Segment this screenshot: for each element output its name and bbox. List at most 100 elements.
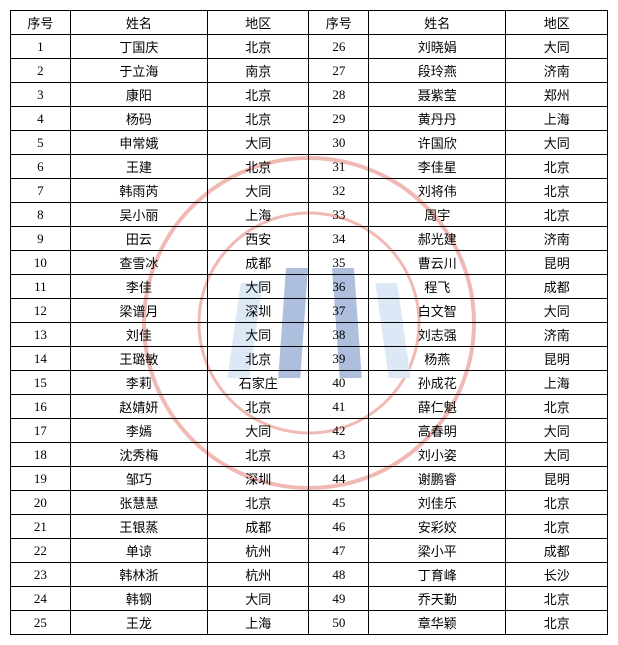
header-index-left: 序号	[11, 11, 71, 35]
table-row: 7韩雨芮大同32刘将伟北京	[11, 179, 608, 203]
cell-name: 杨燕	[369, 347, 506, 371]
cell-region: 上海	[207, 203, 308, 227]
cell-name: 梁小平	[369, 539, 506, 563]
cell-name: 段玲燕	[369, 59, 506, 83]
cell-index: 33	[309, 203, 369, 227]
header-row: 序号 姓名 地区 序号 姓名 地区	[11, 11, 608, 35]
cell-index: 2	[11, 59, 71, 83]
cell-index: 41	[309, 395, 369, 419]
cell-region: 大同	[506, 419, 608, 443]
cell-name: 程飞	[369, 275, 506, 299]
cell-region: 昆明	[506, 251, 608, 275]
cell-region: 北京	[207, 155, 308, 179]
table-row: 23韩林浙杭州48丁育峰长沙	[11, 563, 608, 587]
table-row: 6王建北京31李佳星北京	[11, 155, 608, 179]
cell-name: 李嫣	[70, 419, 207, 443]
cell-region: 深圳	[207, 467, 308, 491]
cell-name: 乔天勤	[369, 587, 506, 611]
table-row: 17李嫣大同42高春明大同	[11, 419, 608, 443]
cell-name: 韩雨芮	[70, 179, 207, 203]
cell-region: 北京	[506, 155, 608, 179]
cell-region: 上海	[506, 107, 608, 131]
cell-region: 大同	[506, 131, 608, 155]
cell-region: 成都	[207, 515, 308, 539]
cell-region: 北京	[506, 515, 608, 539]
cell-name: 杨码	[70, 107, 207, 131]
cell-index: 15	[11, 371, 71, 395]
cell-index: 42	[309, 419, 369, 443]
table-row: 15李莉石家庄40孙成花上海	[11, 371, 608, 395]
cell-region: 济南	[506, 227, 608, 251]
cell-region: 北京	[207, 395, 308, 419]
table-row: 16赵婧妍北京41薛仁魁北京	[11, 395, 608, 419]
cell-index: 40	[309, 371, 369, 395]
cell-region: 大同	[506, 299, 608, 323]
table-row: 3康阳北京28聂紫莹郑州	[11, 83, 608, 107]
cell-region: 大同	[207, 323, 308, 347]
cell-region: 大同	[207, 275, 308, 299]
cell-region: 成都	[506, 275, 608, 299]
cell-region: 北京	[506, 203, 608, 227]
cell-name: 曹云川	[369, 251, 506, 275]
table-row: 10查雪冰成都35曹云川昆明	[11, 251, 608, 275]
cell-region: 杭州	[207, 539, 308, 563]
table-row: 11李佳大同36程飞成都	[11, 275, 608, 299]
cell-name: 刘佳乐	[369, 491, 506, 515]
cell-index: 6	[11, 155, 71, 179]
cell-region: 北京	[506, 395, 608, 419]
roster-table: 序号 姓名 地区 序号 姓名 地区 1丁国庆北京26刘晓娟大同2于立海南京27段…	[10, 10, 608, 635]
cell-index: 9	[11, 227, 71, 251]
table-row: 4杨码北京29黄丹丹上海	[11, 107, 608, 131]
cell-region: 济南	[506, 323, 608, 347]
cell-region: 北京	[506, 587, 608, 611]
cell-name: 李佳星	[369, 155, 506, 179]
cell-name: 韩林浙	[70, 563, 207, 587]
cell-name: 刘志强	[369, 323, 506, 347]
header-name-right: 姓名	[369, 11, 506, 35]
cell-name: 田云	[70, 227, 207, 251]
cell-index: 49	[309, 587, 369, 611]
cell-region: 北京	[207, 443, 308, 467]
cell-name: 聂紫莹	[369, 83, 506, 107]
table-row: 25王龙上海50章华颖北京	[11, 611, 608, 635]
header-region-left: 地区	[207, 11, 308, 35]
cell-index: 50	[309, 611, 369, 635]
table-row: 13刘佳大同38刘志强济南	[11, 323, 608, 347]
table-row: 1丁国庆北京26刘晓娟大同	[11, 35, 608, 59]
cell-name: 章华颖	[369, 611, 506, 635]
cell-index: 1	[11, 35, 71, 59]
table-row: 12梁谱月深圳37白文智大同	[11, 299, 608, 323]
cell-index: 38	[309, 323, 369, 347]
cell-name: 周宇	[369, 203, 506, 227]
cell-region: 昆明	[506, 467, 608, 491]
cell-index: 29	[309, 107, 369, 131]
cell-region: 北京	[207, 491, 308, 515]
cell-name: 李莉	[70, 371, 207, 395]
cell-index: 35	[309, 251, 369, 275]
cell-name: 张慧慧	[70, 491, 207, 515]
cell-name: 许国欣	[369, 131, 506, 155]
cell-index: 47	[309, 539, 369, 563]
cell-name: 高春明	[369, 419, 506, 443]
cell-region: 大同	[506, 443, 608, 467]
cell-region: 大同	[506, 35, 608, 59]
table-row: 9田云西安34郝光建济南	[11, 227, 608, 251]
header-index-right: 序号	[309, 11, 369, 35]
cell-index: 21	[11, 515, 71, 539]
cell-region: 杭州	[207, 563, 308, 587]
cell-index: 11	[11, 275, 71, 299]
cell-region: 大同	[207, 419, 308, 443]
cell-region: 上海	[207, 611, 308, 635]
cell-index: 10	[11, 251, 71, 275]
cell-name: 韩钢	[70, 587, 207, 611]
cell-index: 48	[309, 563, 369, 587]
cell-name: 沈秀梅	[70, 443, 207, 467]
table-row: 8吴小丽上海33周宇北京	[11, 203, 608, 227]
cell-name: 谢鹏睿	[369, 467, 506, 491]
header-region-right: 地区	[506, 11, 608, 35]
cell-region: 济南	[506, 59, 608, 83]
table-row: 2于立海南京27段玲燕济南	[11, 59, 608, 83]
cell-name: 王银蒸	[70, 515, 207, 539]
cell-name: 于立海	[70, 59, 207, 83]
cell-region: 深圳	[207, 299, 308, 323]
